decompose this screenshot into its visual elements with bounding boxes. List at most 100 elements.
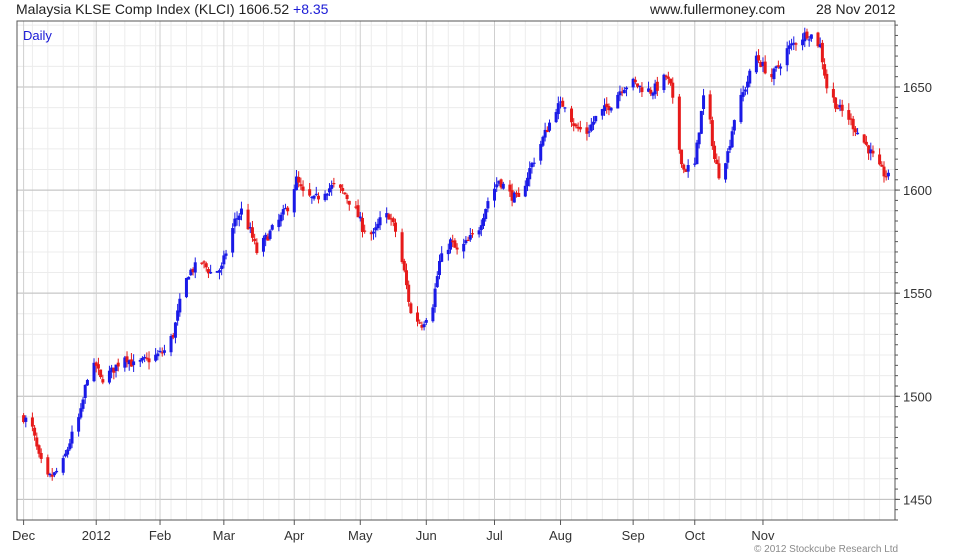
candle-body [81,399,85,409]
candle-body [543,129,547,138]
candle-body [279,214,283,222]
candle-body [541,136,545,146]
candle-body [169,335,173,353]
candle-body [114,364,118,371]
candle-body [66,449,70,455]
candle-body [50,474,54,477]
candle-body [649,89,653,94]
candle-body [684,169,688,172]
candle-body [371,231,375,234]
candle-body [787,45,791,49]
candle-body [79,408,83,418]
candle-body [486,201,490,209]
candle-body [823,64,827,76]
candle-body [589,124,593,131]
candle-body [354,206,358,208]
candle-body [52,472,56,476]
candle-body [94,362,98,366]
candle-body [638,85,642,87]
candle-body [820,42,824,63]
candle-body [277,219,281,228]
candle-body [532,162,536,164]
candle-body [785,48,789,66]
candle-body [294,176,298,191]
candle-body [499,179,503,188]
candle-body [415,312,419,322]
candle-body [156,353,160,357]
candle-body [422,324,426,328]
candle-body [283,208,287,210]
candle-body [746,81,750,88]
candle-body [869,149,873,154]
candle-body [774,66,778,69]
candle-body [110,367,114,372]
candle-body [239,208,243,215]
candle-body [220,265,224,270]
candle-body [112,367,116,373]
candle-body [61,458,65,473]
candle-body [730,131,734,148]
candle-body [431,307,435,322]
candle-body [116,362,120,367]
candle-body [147,358,151,363]
candle-body [484,208,488,219]
candle-body [407,284,411,302]
candle-body [92,362,96,382]
candle-body [127,360,131,365]
candle-body [323,193,327,201]
candle-body [759,61,763,67]
candle-body [268,230,272,239]
x-tick-label: Aug [549,528,572,543]
candle-body [653,83,657,95]
candle-body [840,104,844,111]
candle-body [662,74,666,91]
candle-body [493,188,497,201]
copyright-notice: © 2012 Stockcube Research Ltd [754,544,899,555]
candle-body [510,190,514,201]
candle-body [68,443,72,450]
candle-body [772,68,776,80]
candle-body [264,234,268,240]
candle-body [636,83,640,87]
candle-body [794,43,798,45]
candle-body [345,194,349,200]
candle-body [378,217,382,226]
candle-body [732,120,736,131]
candle-body [526,177,530,187]
candle-body [477,230,481,235]
candle-body [24,417,28,422]
candle-body [836,107,840,110]
plot-frame [16,20,896,521]
candle-body [739,94,743,123]
candle-body [754,55,758,73]
candle-body [138,359,142,362]
candle-body [330,184,334,189]
candle-body [123,357,127,368]
candle-body [539,144,543,161]
chart-title: Malaysia KLSE Comp Index (KLCI) 1606.52 … [16,1,328,17]
candle-body [404,270,408,286]
candle-body [578,127,582,130]
candle-body [402,260,406,271]
candle-body [585,127,589,134]
candle-body [270,225,274,230]
candle-body [528,168,532,180]
candle-body [576,126,580,129]
candle-body [867,145,871,154]
candle-body [391,218,395,223]
candle-body [671,82,675,98]
candle-body [594,115,598,122]
candle-body [204,263,208,268]
y-tick-label: 1450 [903,492,932,507]
candle-body [424,319,428,323]
candle-body [325,193,329,196]
candle-body [250,227,254,238]
candle-body [479,225,483,231]
candle-body [512,192,516,203]
candle-body [393,222,397,232]
candle-body [710,120,714,147]
candle-body [677,96,681,150]
candle-body [847,110,851,120]
candle-body [809,34,813,39]
candle-body [603,105,607,112]
